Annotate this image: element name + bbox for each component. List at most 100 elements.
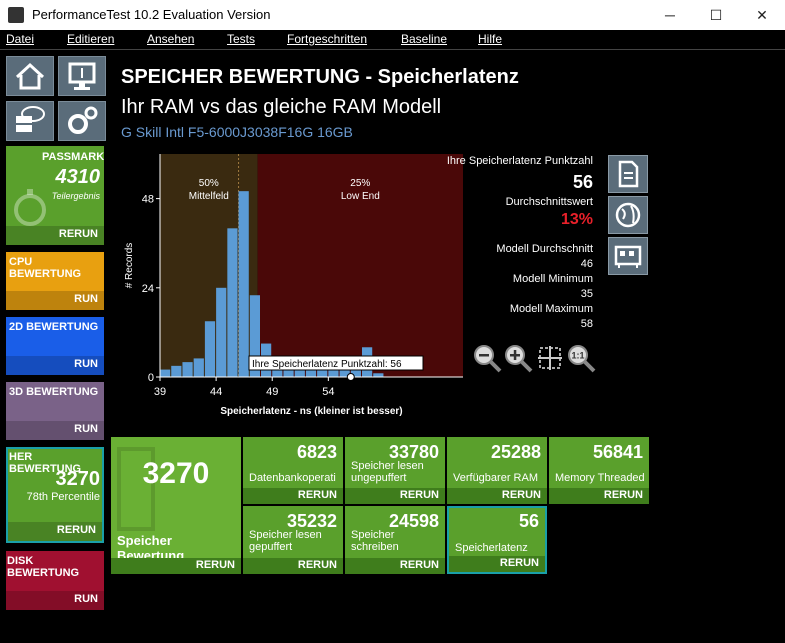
twod-band bbox=[6, 356, 104, 375]
read-uncached-rerun[interactable]: RERUN bbox=[399, 489, 439, 501]
page-title: SPEICHER BEWERTUNG - Speicherlatenz bbox=[121, 66, 519, 88]
read-uncached-value: 33780 bbox=[388, 442, 439, 462]
histogram-bar bbox=[193, 358, 204, 377]
menu-datei[interactable]: Datei bbox=[6, 32, 35, 46]
memory-threaded-tile[interactable]: 56841 Memory Threaded RERUN bbox=[549, 437, 649, 504]
memory-threaded-rerun[interactable]: RERUN bbox=[603, 489, 643, 501]
database-ops-tile[interactable]: 6823 Datenbankoperati RERUN bbox=[243, 437, 343, 504]
menu-baseline[interactable]: Baseline bbox=[401, 32, 448, 46]
menu-fortgeschritten[interactable]: Fortgeschritten bbox=[287, 32, 368, 46]
disk-tile[interactable]: DISK BEWERTUNG RUN bbox=[6, 551, 104, 610]
memory-write-rerun[interactable]: RERUN bbox=[399, 559, 439, 571]
read-uncached-band bbox=[345, 488, 445, 504]
close-button[interactable]: ✕ bbox=[756, 6, 768, 23]
twod-label: 2D BEWERTUNG bbox=[9, 321, 99, 333]
title-bar: PerformanceTest 10.2 Evaluation Version … bbox=[0, 0, 785, 30]
cloud-server-icon bbox=[16, 106, 45, 132]
x-tick-label: 39 bbox=[154, 386, 166, 398]
read-cached-tile[interactable]: 35232 Speicher lesen gepuffert RERUN bbox=[243, 506, 343, 574]
histogram-bar bbox=[305, 369, 317, 377]
app-icon bbox=[8, 7, 24, 23]
histogram-bar bbox=[182, 362, 193, 377]
latency-tile[interactable]: 56 Speicherlatenz RERUN bbox=[447, 506, 547, 574]
memory-tile[interactable]: HER BEWERTUNG 3270 78th Percentile RERUN bbox=[6, 447, 104, 543]
zoom-reset-icon[interactable]: 1:1 bbox=[566, 343, 596, 373]
database-ops-rerun[interactable]: RERUN bbox=[297, 489, 337, 501]
home-button[interactable] bbox=[6, 56, 54, 96]
memory-watermark-icon bbox=[117, 447, 155, 531]
twod-run[interactable]: RUN bbox=[74, 358, 98, 370]
available-ram-band bbox=[447, 488, 547, 504]
cpu-band bbox=[6, 291, 104, 310]
passmark-sub: Teilergebnis bbox=[51, 191, 100, 201]
passmark-tile[interactable]: PASSMARK 4310 Teilergebnis RERUN bbox=[6, 146, 104, 245]
available-ram-rerun[interactable]: RERUN bbox=[501, 489, 541, 501]
database-ops-label: Datenbankoperati bbox=[249, 472, 336, 484]
memory-percentile: 78th Percentile bbox=[26, 491, 100, 503]
read-cached-rerun[interactable]: RERUN bbox=[297, 559, 337, 571]
memory-score-rerun[interactable]: RERUN bbox=[195, 559, 235, 571]
system-info-button[interactable] bbox=[58, 56, 106, 96]
read-cached-value: 35232 bbox=[286, 511, 337, 531]
hardware-info-button[interactable] bbox=[608, 237, 648, 275]
x-axis-label: Speicherlatenz - ns (kleiner ist besser) bbox=[220, 406, 402, 417]
memory-write-label: Speicher schreiben bbox=[351, 529, 399, 553]
window-title: PerformanceTest 10.2 Evaluation Version bbox=[32, 7, 271, 22]
cloud-button[interactable] bbox=[6, 101, 54, 141]
model-average-value: 46 bbox=[580, 258, 593, 270]
document-icon bbox=[618, 160, 639, 188]
latency-rerun[interactable]: RERUN bbox=[499, 557, 539, 569]
disk-run[interactable]: RUN bbox=[74, 593, 98, 605]
latency-band bbox=[449, 556, 545, 572]
cpu-tile[interactable]: CPU BEWERTUNG RUN bbox=[6, 252, 104, 310]
histogram-bar bbox=[238, 191, 249, 377]
histogram-bar bbox=[373, 373, 384, 377]
memory-threaded-band bbox=[549, 488, 649, 504]
home-icon bbox=[15, 62, 45, 90]
menu-ansehen[interactable]: Ansehen bbox=[147, 32, 195, 46]
export-report-button[interactable] bbox=[608, 155, 648, 193]
memory-score-band bbox=[111, 558, 241, 574]
cpu-label: CPU BEWERTUNG bbox=[9, 256, 82, 280]
memory-write-tile[interactable]: 24598 Speicher schreiben RERUN bbox=[345, 506, 445, 574]
available-ram-value: 25288 bbox=[490, 442, 541, 462]
memory-rerun[interactable]: RERUN bbox=[56, 524, 96, 536]
available-ram-tile[interactable]: 25288 Verfügbarer RAM RERUN bbox=[447, 437, 547, 504]
marker-box bbox=[248, 355, 424, 371]
histogram-bar bbox=[249, 295, 260, 377]
maximize-button[interactable]: ☐ bbox=[709, 6, 723, 23]
read-uncached-tile[interactable]: 33780 Speicher lesen ungepuffert RERUN bbox=[345, 437, 445, 504]
menu-hilfe[interactable]: Hilfe bbox=[478, 32, 503, 46]
latency-label: Speicherlatenz bbox=[455, 542, 528, 554]
score-marker bbox=[346, 373, 355, 381]
minimize-button[interactable]: ─ bbox=[665, 7, 675, 23]
settings-button[interactable] bbox=[58, 101, 106, 141]
memory-threaded-label: Memory Threaded bbox=[555, 472, 645, 484]
passmark-score: 4310 bbox=[55, 166, 101, 188]
page-subtitle: Ihr RAM vs das gleiche RAM Modell bbox=[121, 96, 442, 118]
y-tick-label: 24 bbox=[142, 283, 154, 295]
band-mid-percent: 50% bbox=[199, 178, 219, 189]
threed-band bbox=[6, 421, 104, 440]
menu-tests[interactable]: Tests bbox=[227, 32, 256, 46]
zoom-in-icon[interactable] bbox=[503, 343, 533, 373]
available-ram-label: Verfügbarer RAM bbox=[453, 472, 538, 484]
y-tick-label: 48 bbox=[142, 194, 154, 206]
database-ops-value: 6823 bbox=[296, 442, 337, 462]
zoom-out-icon[interactable] bbox=[472, 343, 502, 373]
x-tick-label: 44 bbox=[210, 386, 222, 398]
memory-score-tile[interactable]: 3270 Speicher Bewertung RERUN bbox=[111, 437, 241, 574]
ram-model: G Skill Intl F5-6000J3038F16G 16GB bbox=[121, 124, 353, 140]
threed-tile[interactable]: 3D BEWERTUNG RUN bbox=[6, 382, 104, 440]
menu-editieren[interactable]: Editieren bbox=[67, 32, 115, 46]
twod-tile[interactable]: 2D BEWERTUNG RUN bbox=[6, 317, 104, 375]
memory-band bbox=[8, 522, 102, 541]
cpu-run[interactable]: RUN bbox=[74, 293, 98, 305]
zoom-fit-icon[interactable] bbox=[535, 343, 565, 373]
passmark-rerun[interactable]: RERUN bbox=[58, 228, 98, 240]
menu-bar: Datei Editieren Ansehen Tests Fortgeschr… bbox=[0, 30, 785, 50]
gear-icon bbox=[68, 106, 98, 134]
histogram-bar bbox=[328, 369, 339, 377]
threed-run[interactable]: RUN bbox=[74, 423, 98, 435]
web-compare-button[interactable] bbox=[608, 196, 648, 234]
